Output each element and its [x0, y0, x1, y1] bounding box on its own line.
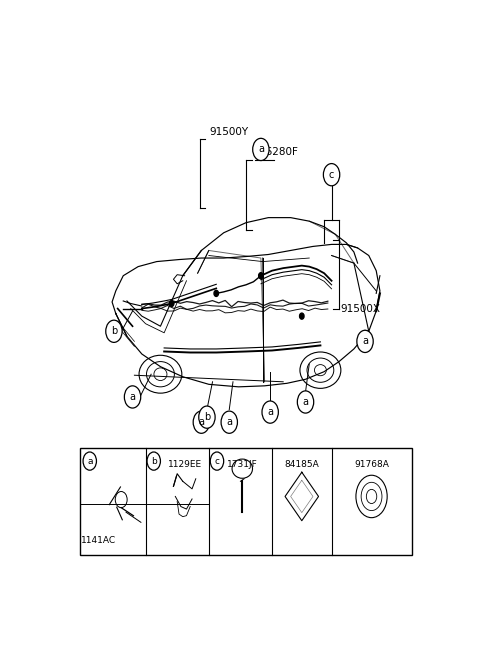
Text: b: b	[151, 457, 156, 466]
Text: a: a	[226, 417, 232, 427]
Circle shape	[297, 391, 314, 413]
Text: 84185A: 84185A	[285, 460, 319, 468]
Text: 1129EE: 1129EE	[168, 460, 202, 468]
Text: 96280F: 96280F	[259, 147, 298, 157]
Text: a: a	[258, 144, 264, 154]
Text: a: a	[198, 417, 204, 427]
Circle shape	[262, 401, 278, 423]
Text: 1141AC: 1141AC	[81, 537, 116, 545]
Bar	[81, 449, 411, 554]
Text: 1731JF: 1731JF	[228, 460, 258, 468]
Text: 91500X: 91500X	[341, 304, 381, 314]
Text: a: a	[130, 392, 135, 402]
Text: b: b	[204, 412, 210, 422]
Circle shape	[210, 452, 224, 470]
Text: a: a	[87, 457, 93, 466]
Text: 91500Y: 91500Y	[210, 127, 249, 137]
Circle shape	[147, 452, 160, 470]
Text: c: c	[215, 457, 219, 466]
Circle shape	[214, 291, 218, 297]
Circle shape	[300, 313, 304, 319]
Circle shape	[221, 411, 238, 434]
Circle shape	[324, 163, 340, 186]
Text: c: c	[329, 170, 334, 180]
Text: a: a	[302, 397, 309, 407]
Circle shape	[106, 320, 122, 342]
Circle shape	[83, 452, 96, 470]
Circle shape	[124, 386, 141, 408]
Circle shape	[357, 330, 373, 352]
Circle shape	[259, 273, 263, 279]
Circle shape	[199, 406, 215, 428]
Circle shape	[252, 138, 269, 161]
Circle shape	[169, 300, 174, 306]
Text: b: b	[111, 326, 117, 337]
Text: a: a	[362, 337, 368, 346]
Circle shape	[193, 411, 210, 434]
Text: a: a	[267, 407, 273, 417]
Text: 91768A: 91768A	[354, 460, 389, 468]
